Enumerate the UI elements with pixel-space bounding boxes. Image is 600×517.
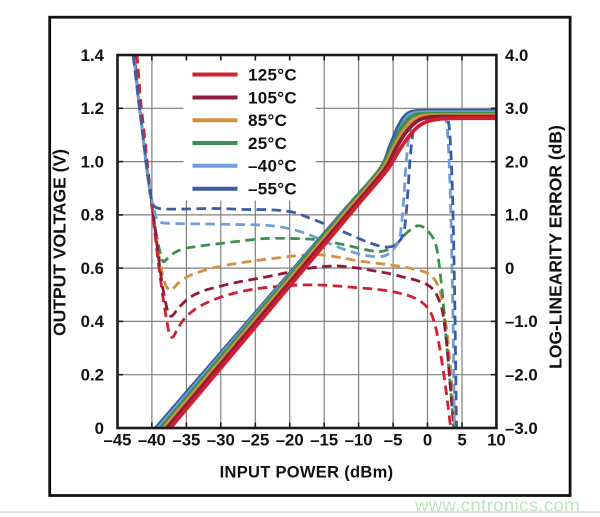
svg-text:–5: –5 bbox=[384, 431, 403, 450]
svg-text:–2.0: –2.0 bbox=[505, 366, 538, 385]
svg-text:25°C: 25°C bbox=[248, 134, 287, 153]
svg-text:–3.0: –3.0 bbox=[505, 419, 538, 438]
svg-text:0.4: 0.4 bbox=[81, 312, 105, 331]
svg-text:OUTPUT VOLTAGE (V): OUTPUT VOLTAGE (V) bbox=[50, 149, 70, 336]
svg-text:85°C: 85°C bbox=[248, 111, 287, 130]
svg-text:www.cntronics.com: www.cntronics.com bbox=[414, 495, 580, 516]
svg-text:–20: –20 bbox=[276, 431, 304, 450]
svg-text:0.2: 0.2 bbox=[81, 366, 104, 385]
svg-text:1.0: 1.0 bbox=[81, 152, 104, 171]
svg-text:3.0: 3.0 bbox=[505, 99, 528, 118]
svg-text:–25: –25 bbox=[241, 431, 269, 450]
svg-text:0: 0 bbox=[423, 431, 432, 450]
svg-text:–45: –45 bbox=[104, 431, 132, 450]
svg-text:1.2: 1.2 bbox=[81, 99, 104, 118]
svg-text:–10: –10 bbox=[345, 431, 373, 450]
svg-text:10: 10 bbox=[487, 431, 506, 450]
svg-text:1.0: 1.0 bbox=[505, 206, 528, 225]
svg-text:–55°C: –55°C bbox=[248, 180, 297, 199]
svg-text:0: 0 bbox=[95, 419, 104, 438]
svg-text:1.4: 1.4 bbox=[81, 46, 105, 65]
svg-text:–30: –30 bbox=[207, 431, 235, 450]
svg-text:–35: –35 bbox=[172, 431, 200, 450]
svg-text:–40°C: –40°C bbox=[248, 157, 297, 176]
svg-text:0.6: 0.6 bbox=[81, 259, 104, 278]
svg-text:105°C: 105°C bbox=[248, 88, 297, 107]
svg-text:2.0: 2.0 bbox=[505, 152, 528, 171]
svg-text:–15: –15 bbox=[310, 431, 338, 450]
svg-text:0: 0 bbox=[505, 259, 514, 278]
svg-text:–40: –40 bbox=[138, 431, 166, 450]
svg-text:–1.0: –1.0 bbox=[505, 312, 538, 331]
svg-text:5: 5 bbox=[457, 431, 466, 450]
svg-text:LOG-LINEARITY ERROR (dB): LOG-LINEARITY ERROR (dB) bbox=[545, 125, 565, 369]
svg-text:4.0: 4.0 bbox=[505, 46, 528, 65]
svg-text:INPUT POWER (dBm): INPUT POWER (dBm) bbox=[220, 464, 394, 482]
svg-text:125°C: 125°C bbox=[248, 65, 297, 84]
svg-text:0.8: 0.8 bbox=[81, 206, 104, 225]
